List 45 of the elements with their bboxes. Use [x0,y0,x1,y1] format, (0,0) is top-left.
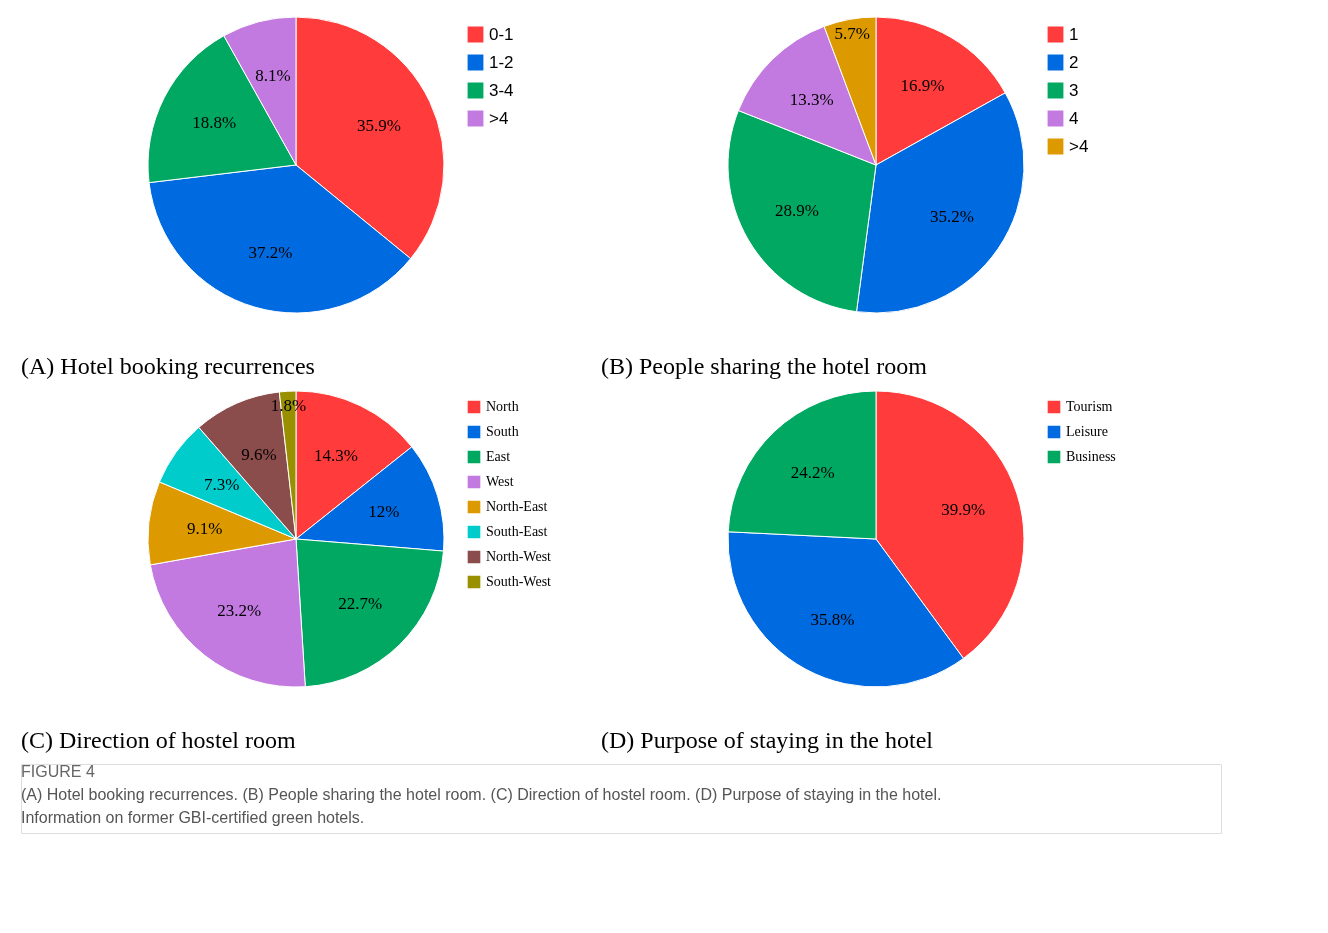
legend-label: South-East [486,524,548,539]
legend-label: West [486,474,514,489]
legend-label: 3-4 [489,80,514,100]
data-label: 12% [368,502,400,522]
data-label: 9.1% [187,518,223,538]
data-label: 18.8% [192,113,237,133]
text: (A) Hotel booking recurrences. (B) People sharing the hotel room. (C) Direction of hostel room. (D) Purpose of staying in the hotel. Information on former GBI-certified green hotels. [21,786,942,826]
legend-label: Tourism [1066,399,1113,414]
legend-label: 0-1 [489,24,514,44]
caption: FIGURE 4 [21,763,95,780]
data-label: 35.2% [929,206,974,226]
data-label: 39.9% [941,500,986,520]
data-label: 9.6% [241,445,277,465]
data-label: 37.2% [248,243,293,263]
legend-label: >4 [1069,136,1089,156]
data-label: 16.9% [900,75,945,95]
legend-label: Business [1066,449,1116,464]
data-label: 35.9% [356,115,401,135]
data-label: 23.2% [217,601,262,621]
data-label: 7.3% [203,475,240,495]
data-label: 28.9% [774,201,819,221]
legend-label: 1 [1069,24,1079,44]
data-label: 5.7% [834,23,870,43]
legend-label: South [486,424,519,439]
legend-label: Leisure [1066,424,1108,439]
legend-label: North [486,399,519,414]
legend-label: >4 [489,108,509,128]
text: (C) Direction of hostel room [21,727,296,753]
legend-label: North-West [486,549,552,564]
data-label: 14.3% [313,446,358,466]
data-label: 8.1% [255,66,291,86]
legend-label: 3 [1069,80,1079,100]
text: (B) People sharing the hotel room [601,353,928,379]
legend-label: North-East [486,499,548,514]
legend-label: 4 [1069,108,1079,128]
legend-label: 2 [1069,52,1079,72]
legend-label: South-West [486,574,552,589]
data-label: 13.3% [789,89,834,109]
legend-label: 1-2 [489,52,514,72]
text: (D) Purpose of staying in the hotel [601,727,934,753]
data-label: 24.2% [790,462,835,482]
data-label: 22.7% [338,594,383,614]
text: (A) Hotel booking recurrences [21,353,315,379]
data-label: 35.8% [810,609,855,629]
legend-label: East [486,449,511,464]
